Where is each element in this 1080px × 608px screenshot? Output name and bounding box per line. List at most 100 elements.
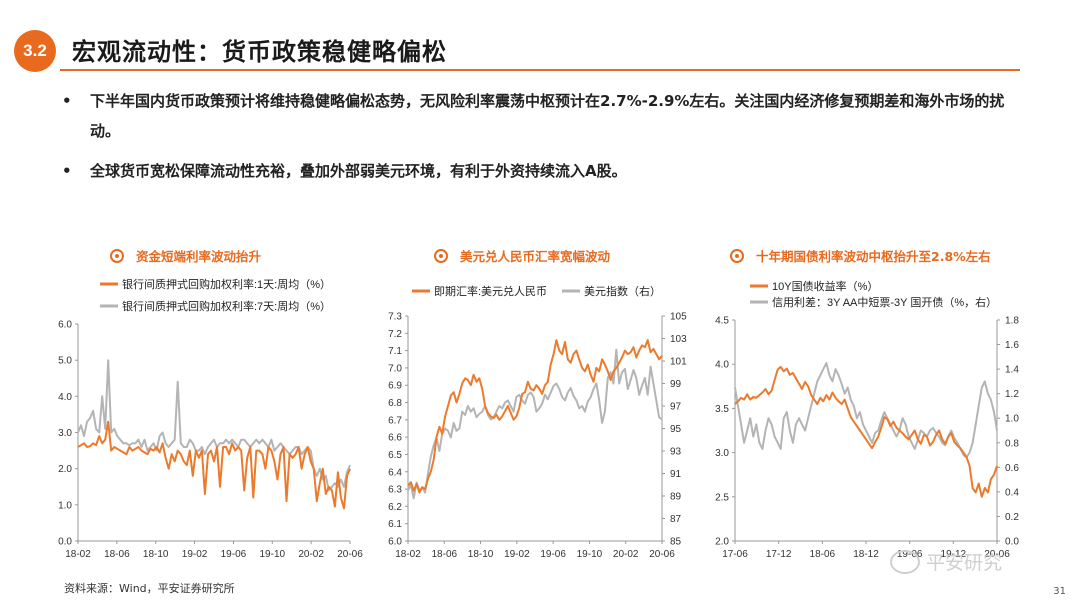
y-right-tick-label: 1.6 xyxy=(1005,340,1019,351)
chart-3-title-text: 十年期国债利率波动中枢抬升至2.8%左右 xyxy=(756,246,991,265)
y-tick-label: 6.4 xyxy=(388,467,402,478)
y-tick-label: 6.5 xyxy=(388,450,402,461)
target-icon xyxy=(110,249,124,263)
y-right-tick-label: 93 xyxy=(670,447,682,458)
y-tick-label: 6.9 xyxy=(388,381,402,392)
y-right-tick-label: 1.8 xyxy=(1005,316,1019,327)
y-tick-label: 7.2 xyxy=(388,329,402,340)
x-tick-label: 20-02 xyxy=(613,549,639,560)
watermark: 平安研究 xyxy=(890,548,1002,575)
x-tick-label: 19-02 xyxy=(182,549,208,560)
x-tick-label: 18-06 xyxy=(810,549,836,560)
y-tick-label: 6.6 xyxy=(388,433,402,444)
y-tick-label: 7.3 xyxy=(388,312,402,323)
y-tick-label: 4.0 xyxy=(715,360,729,371)
page-title: 宏观流动性：货币政策稳健略偏松 xyxy=(72,32,447,67)
chart-2-title-text: 美元兑人民币汇率宽幅波动 xyxy=(460,246,610,265)
chart-usdcny-exchange-rate: 7.3 7.2 7.1 7.0 6.9 6.8 6.7 6.6 6.5 6.4 6.3 6.2 6.1 6… xyxy=(370,270,700,565)
legend-label: 即期汇率:美元兑人民币 xyxy=(434,284,547,298)
x-tick-label: 17-12 xyxy=(766,549,792,560)
y-tick-label: 3.0 xyxy=(715,448,729,459)
target-icon xyxy=(434,249,448,263)
series-line-2 xyxy=(408,350,662,499)
y-tick-label: 7.0 xyxy=(388,363,402,374)
y-right-tick-label: 99 xyxy=(670,379,682,390)
bullet-text: 下半年国内货币政策预计将维持稳健略偏松态势，无风险利率震荡中枢预计在2.7%-2… xyxy=(90,86,1010,146)
y-tick-label: 2.0 xyxy=(58,464,72,475)
chart-1-title-text: 资金短端利率波动抬升 xyxy=(136,246,261,265)
watermark-text: 平安研究 xyxy=(926,548,1002,575)
y-tick-label: 6.0 xyxy=(58,320,72,331)
source-note: 资料来源：Wind，平安证券研究所 xyxy=(64,580,235,596)
y-right-tick-label: 91 xyxy=(670,469,682,480)
y-right-tick-label: 105 xyxy=(670,312,687,323)
y-right-tick-label: 1.2 xyxy=(1005,389,1019,400)
y-tick-label: 6.7 xyxy=(388,415,402,426)
x-tick-label: 18-12 xyxy=(853,549,879,560)
y-tick-label: 1.0 xyxy=(58,500,72,511)
x-tick-label: 20-06 xyxy=(649,549,675,560)
bullet-1: • 下半年国内货币政策预计将维持稳健略偏松态势，无风险利率震荡中枢预计在2.7%… xyxy=(62,86,1022,148)
y-tick-label: 2.5 xyxy=(715,492,729,503)
wechat-icon xyxy=(890,550,920,574)
x-tick-label: 18-02 xyxy=(65,549,91,560)
y-right-tick-label: 1.4 xyxy=(1005,365,1019,376)
x-tick-label: 18-10 xyxy=(143,549,169,560)
y-tick-label: 3.5 xyxy=(715,404,729,415)
y-right-tick-label: 0.4 xyxy=(1005,487,1019,498)
title-underline xyxy=(60,69,1020,71)
chart-1-title: 资金短端利率波动抬升 xyxy=(110,246,261,265)
chart-3-title: 十年期国债利率波动中枢抬升至2.8%左右 xyxy=(730,246,991,265)
y-right-tick-label: 101 xyxy=(670,357,687,368)
bullet-2: • 全球货币宽松保障流动性充裕，叠加外部弱美元环境，有利于外资持续流入A股。 xyxy=(62,156,1022,186)
bullet-text: 全球货币宽松保障流动性充裕，叠加外部弱美元环境，有利于外资持续流入A股。 xyxy=(90,156,1010,186)
y-tick-label: 7.1 xyxy=(388,346,402,357)
legend-label: 银行间质押式回购加权利率:1天:周均（%） xyxy=(122,277,331,291)
legend-label: 美元指数（右） xyxy=(584,284,661,298)
y-right-tick-label: 0.6 xyxy=(1005,463,1019,474)
chart-money-market-rates: 6.0 5.0 4.0 3.0 2.0 1.0 0.018-02 18-06 18-10 19-0… xyxy=(40,270,365,565)
series-line-1 xyxy=(78,422,350,509)
x-tick-label: 17-06 xyxy=(722,549,748,560)
x-tick-label: 20-06 xyxy=(337,549,363,560)
x-tick-label: 18-06 xyxy=(104,549,130,560)
x-tick-label: 18-06 xyxy=(431,549,457,560)
series-line-2 xyxy=(78,360,350,490)
y-tick-label: 6.3 xyxy=(388,485,402,496)
x-tick-label: 19-06 xyxy=(540,549,566,560)
bullet-dot: • xyxy=(62,156,72,186)
legend-label: 10Y国债收益率（%） xyxy=(772,279,878,293)
legend-label: 信用利差：3Y AA中短票-3Y 国开债（%，右） xyxy=(772,295,997,309)
y-right-tick-label: 89 xyxy=(670,492,682,503)
y-right-tick-label: 97 xyxy=(670,402,682,413)
x-tick-label: 18-02 xyxy=(395,549,421,560)
y-tick-label: 2.0 xyxy=(715,537,729,548)
chart-2-title: 美元兑人民币汇率宽幅波动 xyxy=(434,246,610,265)
x-tick-label: 19-06 xyxy=(221,549,247,560)
y-right-tick-label: 0.8 xyxy=(1005,438,1019,449)
x-tick-label: 19-10 xyxy=(577,549,603,560)
y-tick-label: 4.5 xyxy=(715,316,729,327)
y-tick-label: 6.0 xyxy=(388,537,402,548)
y-tick-label: 6.8 xyxy=(388,398,402,409)
legend-label: 银行间质押式回购加权利率:7天:周均（%） xyxy=(122,299,331,313)
series-line-1 xyxy=(408,340,662,492)
x-tick-label: 18-10 xyxy=(468,549,494,560)
y-right-tick-label: 0.2 xyxy=(1005,512,1019,523)
page-number: 31 xyxy=(1053,586,1066,597)
y-tick-label: 0.0 xyxy=(58,537,72,548)
x-tick-label: 19-02 xyxy=(504,549,530,560)
y-tick-label: 3.0 xyxy=(58,428,72,439)
section-badge: 3.2 xyxy=(14,30,56,72)
target-icon xyxy=(730,249,744,263)
y-tick-label: 4.0 xyxy=(58,392,72,403)
bullet-dot: • xyxy=(62,86,72,116)
series-line-2 xyxy=(735,363,997,458)
y-tick-label: 6.2 xyxy=(388,502,402,513)
y-right-tick-label: 0.0 xyxy=(1005,537,1019,548)
y-right-tick-label: 1.0 xyxy=(1005,414,1019,425)
y-right-tick-label: 95 xyxy=(670,424,682,435)
chart-10y-bond-yield: 4.5 4.0 3.5 3.0 2.5 2.0 1.8 1.6 1.4 1.2 1.0 0.8 0.6 0… xyxy=(705,270,1045,565)
x-tick-label: 20-02 xyxy=(298,549,324,560)
x-tick-label: 19-10 xyxy=(259,549,285,560)
